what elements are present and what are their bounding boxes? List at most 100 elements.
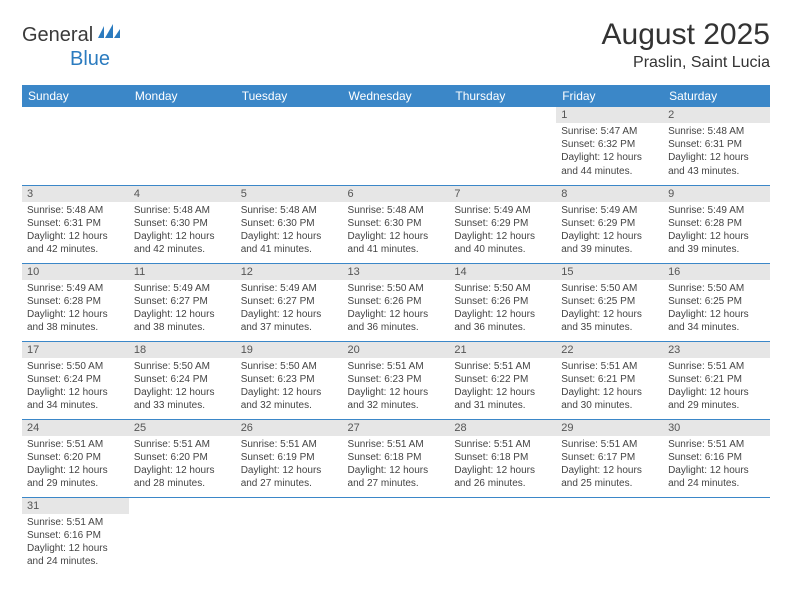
weekday-header: Wednesday [343,85,450,107]
day-details: Sunrise: 5:49 AMSunset: 6:29 PMDaylight:… [556,202,663,261]
calendar-empty-cell [129,497,236,575]
day-details: Sunrise: 5:48 AMSunset: 6:30 PMDaylight:… [236,202,343,261]
day-number: 11 [129,264,236,280]
day-number: 28 [449,420,556,436]
title-block: August 2025 Praslin, Saint Lucia [602,18,770,72]
calendar-week-row: 3Sunrise: 5:48 AMSunset: 6:31 PMDaylight… [22,185,770,263]
day-details: Sunrise: 5:48 AMSunset: 6:30 PMDaylight:… [343,202,450,261]
logo-text-1: General [22,24,93,47]
day-number: 10 [22,264,129,280]
weekday-header: Tuesday [236,85,343,107]
calendar-empty-cell [663,497,770,575]
day-details: Sunrise: 5:50 AMSunset: 6:24 PMDaylight:… [22,358,129,417]
day-number: 16 [663,264,770,280]
calendar-day-cell: 26Sunrise: 5:51 AMSunset: 6:19 PMDayligh… [236,419,343,497]
logo-text-2: Blue [70,48,110,71]
day-number: 6 [343,186,450,202]
day-number: 1 [556,107,663,123]
calendar-day-cell: 20Sunrise: 5:51 AMSunset: 6:23 PMDayligh… [343,341,450,419]
day-number: 17 [22,342,129,358]
day-details: Sunrise: 5:51 AMSunset: 6:20 PMDaylight:… [22,436,129,495]
calendar-empty-cell [129,107,236,185]
day-details: Sunrise: 5:49 AMSunset: 6:27 PMDaylight:… [129,280,236,339]
calendar-day-cell: 28Sunrise: 5:51 AMSunset: 6:18 PMDayligh… [449,419,556,497]
calendar-day-cell: 18Sunrise: 5:50 AMSunset: 6:24 PMDayligh… [129,341,236,419]
day-details: Sunrise: 5:51 AMSunset: 6:22 PMDaylight:… [449,358,556,417]
day-number: 21 [449,342,556,358]
day-number: 19 [236,342,343,358]
day-number: 18 [129,342,236,358]
day-details: Sunrise: 5:50 AMSunset: 6:26 PMDaylight:… [343,280,450,339]
calendar-week-row: 17Sunrise: 5:50 AMSunset: 6:24 PMDayligh… [22,341,770,419]
day-details: Sunrise: 5:51 AMSunset: 6:20 PMDaylight:… [129,436,236,495]
day-details: Sunrise: 5:50 AMSunset: 6:26 PMDaylight:… [449,280,556,339]
day-number: 9 [663,186,770,202]
calendar-week-row: 10Sunrise: 5:49 AMSunset: 6:28 PMDayligh… [22,263,770,341]
day-details: Sunrise: 5:49 AMSunset: 6:28 PMDaylight:… [22,280,129,339]
calendar-day-cell: 16Sunrise: 5:50 AMSunset: 6:25 PMDayligh… [663,263,770,341]
day-details: Sunrise: 5:51 AMSunset: 6:16 PMDaylight:… [22,514,129,573]
weekday-header: Sunday [22,85,129,107]
calendar-day-cell: 8Sunrise: 5:49 AMSunset: 6:29 PMDaylight… [556,185,663,263]
calendar-empty-cell [449,497,556,575]
weekday-header: Saturday [663,85,770,107]
calendar-empty-cell [236,107,343,185]
calendar-day-cell: 6Sunrise: 5:48 AMSunset: 6:30 PMDaylight… [343,185,450,263]
calendar-day-cell: 13Sunrise: 5:50 AMSunset: 6:26 PMDayligh… [343,263,450,341]
day-details: Sunrise: 5:50 AMSunset: 6:25 PMDaylight:… [663,280,770,339]
day-number: 27 [343,420,450,436]
calendar-week-row: 31Sunrise: 5:51 AMSunset: 6:16 PMDayligh… [22,497,770,575]
calendar-week-row: 1Sunrise: 5:47 AMSunset: 6:32 PMDaylight… [22,107,770,185]
day-number: 5 [236,186,343,202]
calendar-table: SundayMondayTuesdayWednesdayThursdayFrid… [22,85,770,575]
calendar-header-row: SundayMondayTuesdayWednesdayThursdayFrid… [22,85,770,107]
day-number: 12 [236,264,343,280]
day-number: 30 [663,420,770,436]
day-details: Sunrise: 5:50 AMSunset: 6:25 PMDaylight:… [556,280,663,339]
calendar-day-cell: 2Sunrise: 5:48 AMSunset: 6:31 PMDaylight… [663,107,770,185]
calendar-day-cell: 7Sunrise: 5:49 AMSunset: 6:29 PMDaylight… [449,185,556,263]
calendar-day-cell: 4Sunrise: 5:48 AMSunset: 6:30 PMDaylight… [129,185,236,263]
calendar-empty-cell [343,497,450,575]
calendar-day-cell: 1Sunrise: 5:47 AMSunset: 6:32 PMDaylight… [556,107,663,185]
calendar-day-cell: 21Sunrise: 5:51 AMSunset: 6:22 PMDayligh… [449,341,556,419]
day-number: 25 [129,420,236,436]
day-details: Sunrise: 5:49 AMSunset: 6:28 PMDaylight:… [663,202,770,261]
calendar-empty-cell [236,497,343,575]
day-number: 20 [343,342,450,358]
weekday-header: Thursday [449,85,556,107]
calendar-week-row: 24Sunrise: 5:51 AMSunset: 6:20 PMDayligh… [22,419,770,497]
day-details: Sunrise: 5:51 AMSunset: 6:16 PMDaylight:… [663,436,770,495]
calendar-empty-cell [449,107,556,185]
month-title: August 2025 [602,18,770,52]
calendar-day-cell: 30Sunrise: 5:51 AMSunset: 6:16 PMDayligh… [663,419,770,497]
location: Praslin, Saint Lucia [602,54,770,72]
day-details: Sunrise: 5:49 AMSunset: 6:27 PMDaylight:… [236,280,343,339]
calendar-day-cell: 19Sunrise: 5:50 AMSunset: 6:23 PMDayligh… [236,341,343,419]
day-number: 26 [236,420,343,436]
day-details: Sunrise: 5:51 AMSunset: 6:21 PMDaylight:… [663,358,770,417]
calendar-day-cell: 12Sunrise: 5:49 AMSunset: 6:27 PMDayligh… [236,263,343,341]
day-details: Sunrise: 5:50 AMSunset: 6:23 PMDaylight:… [236,358,343,417]
day-number: 15 [556,264,663,280]
day-number: 7 [449,186,556,202]
weekday-header: Friday [556,85,663,107]
day-number: 14 [449,264,556,280]
day-details: Sunrise: 5:48 AMSunset: 6:31 PMDaylight:… [663,123,770,182]
calendar-day-cell: 9Sunrise: 5:49 AMSunset: 6:28 PMDaylight… [663,185,770,263]
day-number: 13 [343,264,450,280]
day-number: 31 [22,498,129,514]
day-number: 29 [556,420,663,436]
calendar-day-cell: 15Sunrise: 5:50 AMSunset: 6:25 PMDayligh… [556,263,663,341]
day-details: Sunrise: 5:48 AMSunset: 6:31 PMDaylight:… [22,202,129,261]
day-details: Sunrise: 5:50 AMSunset: 6:24 PMDaylight:… [129,358,236,417]
day-details: Sunrise: 5:51 AMSunset: 6:21 PMDaylight:… [556,358,663,417]
calendar-day-cell: 23Sunrise: 5:51 AMSunset: 6:21 PMDayligh… [663,341,770,419]
calendar-day-cell: 17Sunrise: 5:50 AMSunset: 6:24 PMDayligh… [22,341,129,419]
day-number: 22 [556,342,663,358]
day-details: Sunrise: 5:48 AMSunset: 6:30 PMDaylight:… [129,202,236,261]
logo: General [22,24,124,47]
day-number: 3 [22,186,129,202]
calendar-empty-cell [343,107,450,185]
calendar-day-cell: 5Sunrise: 5:48 AMSunset: 6:30 PMDaylight… [236,185,343,263]
